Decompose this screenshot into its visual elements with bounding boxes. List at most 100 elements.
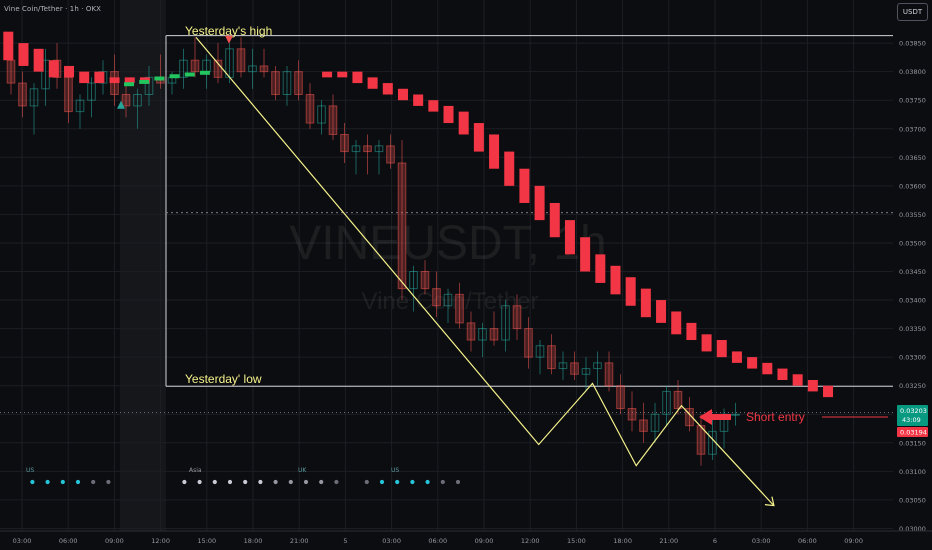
- candle-down: [64, 76, 73, 113]
- candle-down: [363, 145, 372, 153]
- candle-up: [558, 362, 568, 370]
- candle-up: [351, 145, 361, 153]
- session-dot: [410, 479, 415, 485]
- session-dot: [334, 479, 339, 485]
- price-tick: 0.03500: [899, 239, 926, 247]
- price-tick: 0.03400: [899, 297, 926, 305]
- renko-brick: [716, 340, 727, 358]
- candle-down: [512, 305, 522, 330]
- candle-down: [110, 71, 119, 95]
- session-dot: [379, 479, 385, 485]
- renko-layer: [3, 31, 834, 398]
- time-tick: 06:00: [428, 537, 447, 545]
- renko-brick: [731, 351, 742, 363]
- candle-up: [248, 65, 257, 73]
- candle-up: [443, 293, 453, 307]
- session-dot: [91, 479, 96, 485]
- candle-down: [121, 93, 131, 107]
- renko-brick: [701, 334, 712, 352]
- time-axis[interactable]: 03:00 06:00 09:00 12:00 15:00 18:00 21:00 5 03:0…: [0, 530, 932, 545]
- green-bar: [199, 70, 210, 75]
- candle-down: [466, 322, 476, 341]
- candle-down: [18, 82, 27, 107]
- candle-down: [639, 419, 648, 432]
- renko-brick: [443, 105, 454, 124]
- session-dot: [75, 479, 81, 485]
- time-tick: 18:00: [613, 537, 632, 545]
- candle-up: [282, 71, 292, 95]
- candle-down: [673, 390, 683, 410]
- watermark-name: Vine Coin/Tether: [362, 288, 539, 315]
- candle-up: [133, 93, 142, 107]
- renko-brick: [413, 94, 424, 106]
- price-tick: 0.03650: [899, 154, 926, 162]
- time-tick: 18:00: [244, 537, 263, 545]
- candle-down: [455, 293, 464, 324]
- time-tick: 09:00: [844, 537, 863, 545]
- green-bar: [124, 82, 135, 87]
- candle-up: [501, 305, 510, 341]
- time-tick: 06:00: [798, 537, 817, 545]
- candle-up: [87, 82, 96, 101]
- price-tick: 0.03100: [899, 468, 926, 476]
- renko-brick: [580, 237, 591, 272]
- renko-brick: [322, 71, 333, 78]
- price-axis[interactable]: 0.03850 0.03800 0.03750 0.03700 0.03650 0.036…: [893, 0, 932, 550]
- yesterday-high-label: Yesterday's high: [185, 24, 272, 38]
- candle-down: [696, 425, 706, 455]
- renko-brick: [48, 60, 59, 78]
- session-label: Asia: [189, 467, 202, 474]
- candle-down: [259, 65, 269, 73]
- candle-up: [662, 390, 671, 415]
- up-triangle-marker: [117, 100, 125, 109]
- renko-brick: [33, 48, 44, 72]
- renko-brick: [18, 43, 29, 66]
- short-entry-arrow-icon: [699, 409, 731, 425]
- renko-brick: [109, 77, 120, 84]
- candle-down: [604, 362, 614, 387]
- renko-brick: [762, 362, 773, 375]
- renko-brick: [564, 220, 575, 255]
- price-tick: 0.03300: [899, 354, 926, 362]
- renko-brick: [337, 71, 348, 78]
- price-tick: 0.03000: [899, 525, 926, 533]
- price-tick: 0.03600: [899, 182, 926, 190]
- candle-down: [236, 48, 246, 73]
- renko-brick: [610, 265, 621, 295]
- renko-brick: [534, 185, 545, 221]
- renko-brick: [792, 374, 803, 386]
- candle-down: [6, 59, 16, 84]
- session-dot: [288, 479, 293, 485]
- price-tick: 0.03700: [899, 125, 926, 133]
- session-dot: [30, 479, 35, 485]
- candle-up: [29, 88, 39, 107]
- renko-brick: [747, 357, 758, 369]
- session-label: UK: [298, 467, 307, 474]
- candle-down: [685, 408, 694, 427]
- time-tick: 15:00: [567, 537, 586, 545]
- green-bar: [169, 74, 180, 79]
- candle-up: [409, 271, 418, 290]
- candle-down: [524, 328, 533, 358]
- zigzag-path[interactable]: [195, 37, 775, 507]
- candle-down: [328, 105, 338, 135]
- time-tick: 15:00: [197, 537, 216, 545]
- renko-brick: [428, 100, 439, 112]
- candle-down: [386, 145, 395, 164]
- session-label: US: [26, 467, 34, 474]
- price-tick: 0.03750: [899, 97, 926, 105]
- renko-brick: [823, 385, 834, 398]
- renko-brick: [367, 77, 378, 89]
- renko-brick: [3, 31, 14, 61]
- session-dot: [243, 479, 248, 485]
- time-tick: 03:00: [382, 537, 401, 545]
- renko-brick: [124, 77, 135, 84]
- currency-button[interactable]: USDT: [897, 3, 928, 21]
- renko-brick: [64, 65, 75, 78]
- time-tick: 12:00: [151, 537, 170, 545]
- renko-brick: [671, 311, 682, 335]
- candle-down: [294, 71, 303, 95]
- time-tick: 5: [343, 537, 347, 545]
- session-dot: [258, 479, 263, 485]
